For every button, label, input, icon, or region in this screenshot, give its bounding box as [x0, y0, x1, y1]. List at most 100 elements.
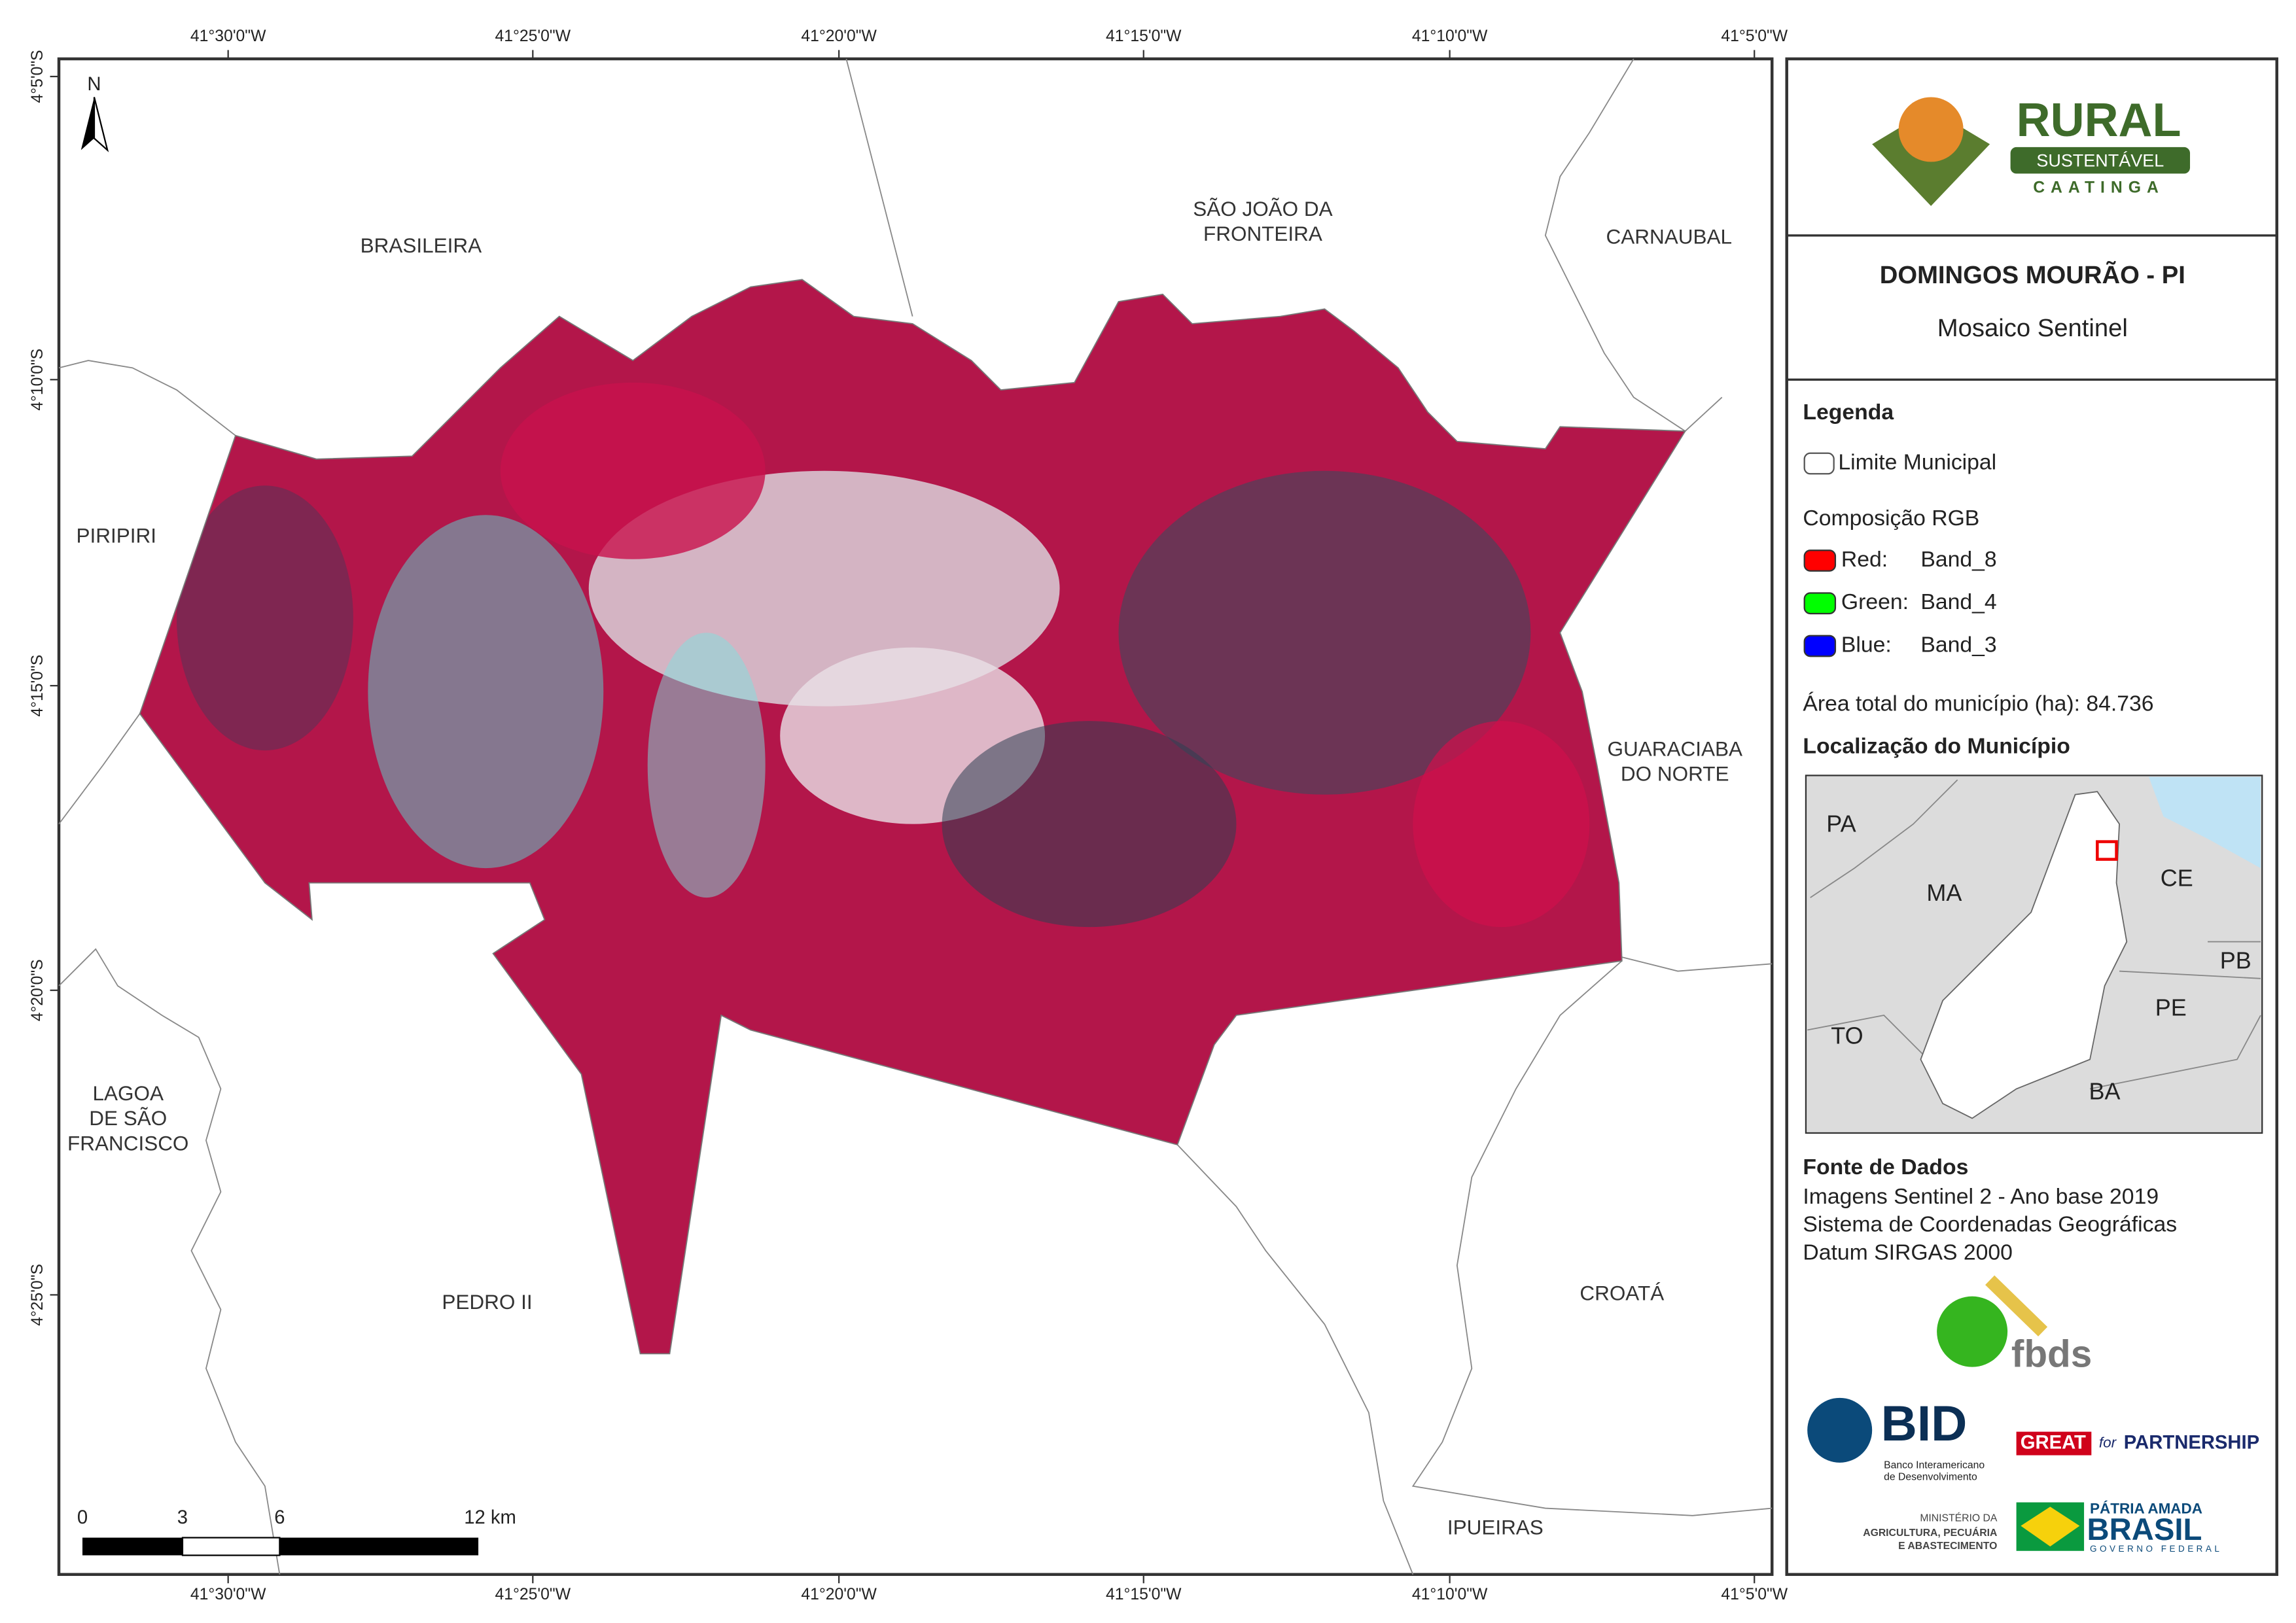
map-heading: DOMINGOS MOURÃO - PI: [1880, 260, 2185, 289]
source-line: Sistema de Coordenadas Geográficas: [1803, 1212, 2177, 1237]
band-swatch: [1803, 550, 1837, 572]
band-legend: Red: Band_8 Green: Band_4 Blue: Band_3: [1803, 547, 1997, 657]
place-label: GUARACIABA: [1608, 737, 1742, 760]
bid-text: BID: [1881, 1396, 1968, 1452]
place-label: PEDRO II: [442, 1290, 532, 1314]
dry-vegetation: [368, 515, 604, 869]
band-name: Band_4: [1920, 589, 1996, 614]
map-subheading: Mosaico Sentinel: [1937, 314, 2128, 342]
x-coord-label: 41°30'0"W: [190, 27, 266, 45]
place-label: DE SÃO: [89, 1106, 167, 1130]
state-label: PE: [2155, 994, 2187, 1021]
band-channel: Red:: [1841, 547, 1888, 572]
great-text: GREAT: [2021, 1432, 2086, 1453]
place-label: IPUEIRAS: [1447, 1515, 1544, 1539]
place-label: CROATÁ: [1580, 1282, 1664, 1305]
ministry: AGRICULTURA, PECUÁRIA: [1863, 1526, 1997, 1539]
state-label: BA: [2089, 1078, 2121, 1105]
x-coord-label: 41°15'0"W: [1106, 1586, 1182, 1603]
y-coord-label: 4°20'0"S: [29, 959, 46, 1021]
brasil-flag: [2021, 1507, 2080, 1547]
logo-title: RURAL: [2017, 94, 2181, 147]
boundary: [845, 58, 913, 317]
area-text: Área total do município (ha): 84.736: [1803, 691, 2153, 716]
place-label: PIRIPIRI: [76, 523, 156, 547]
state-label: CE: [2161, 865, 2193, 892]
ministry: E ABASTECIMENTO: [1898, 1541, 1997, 1552]
logo-sun: [1898, 97, 1964, 162]
logo-subtitle: SUSTENTÁVEL: [2036, 151, 2164, 171]
scale-bar: [82, 1537, 183, 1556]
bid-mark: [1807, 1397, 1873, 1463]
y-coord-label: 4°15'0"S: [29, 655, 46, 717]
x-coord-label: 41°10'0"W: [1412, 1586, 1488, 1603]
logo-banner: [2010, 147, 2191, 174]
state-label: PB: [2220, 947, 2252, 974]
vegetation: [500, 382, 766, 559]
scale-bar: [279, 1537, 479, 1556]
great-box: [2016, 1431, 2092, 1456]
state-label: PA: [1826, 810, 1856, 837]
great-partnership: PARTNERSHIP: [2124, 1432, 2259, 1453]
ministry: MINISTÉRIO DA: [1920, 1511, 1998, 1524]
bid-name: de Desenvolvimento: [1884, 1471, 1977, 1482]
inset-borders: [1807, 779, 2261, 1090]
scale-labels: 0 3 6 12 km: [77, 1507, 516, 1528]
y-coord-label: 4°10'0"S: [29, 349, 46, 411]
legend-subtitle: Composição RGB: [1803, 506, 1979, 531]
x-coord-label: 41°25'0"W: [495, 1586, 571, 1603]
dense-forest: [176, 485, 353, 751]
patria: PÁTRIA AMADA: [2090, 1501, 2202, 1517]
source-line: Imagens Sentinel 2 - Ano base 2019: [1803, 1184, 2159, 1209]
scale-bar: [181, 1537, 281, 1556]
place-label: CARNAUBAL: [1606, 225, 1732, 249]
band-name: Band_3: [1920, 632, 1996, 657]
source-line: Datum SIRGAS 2000: [1803, 1240, 2012, 1265]
scale-label: 0: [77, 1507, 88, 1528]
fbds-mark: [1985, 1275, 2048, 1336]
bid-name: Banco Interamericano: [1884, 1459, 1985, 1471]
logo-tagline: CAATINGA: [2033, 179, 2164, 196]
state-label: TO: [1831, 1022, 1863, 1049]
scale-label: 3: [177, 1507, 188, 1528]
dry-vegetation: [647, 633, 766, 898]
x-coord-label: 41°5'0"W: [1721, 27, 1788, 45]
x-coord-label: 41°20'0"W: [801, 1586, 877, 1603]
brasil: BRASIL: [2087, 1512, 2202, 1547]
coordinate-labels: 41°30'0"W 41°30'0"W 41°25'0"W 41°25'0"W 41°2…: [29, 27, 1788, 1603]
inset-highlight: [2096, 840, 2118, 861]
sources: Imagens Sentinel 2 - Ano base 2019 Sistem…: [1803, 1184, 2177, 1265]
location-title: Localização do Município: [1803, 734, 2070, 759]
x-coord-label: 41°30'0"W: [190, 1586, 266, 1603]
boundary: [58, 713, 141, 825]
boundary: [58, 360, 236, 436]
scale-label: 6: [274, 1507, 285, 1528]
band-channel: Green:: [1841, 589, 1909, 614]
dense-forest: [942, 721, 1237, 928]
place-label: DO NORTE: [1621, 762, 1729, 786]
x-coord-label: 41°25'0"W: [495, 27, 571, 45]
place-label: FRONTEIRA: [1203, 222, 1322, 245]
boundary: [1544, 58, 1723, 432]
boundary: [1411, 960, 1773, 1516]
x-coord-label: 41°20'0"W: [801, 27, 877, 45]
band-swatch: [1803, 635, 1837, 657]
place-label: BRASILEIRA: [361, 234, 482, 257]
vegetation: [1413, 721, 1590, 928]
north-arrow: [80, 97, 94, 150]
inset-states: PA MA CE PB PE TO BA: [1826, 810, 2251, 1104]
boundary: [1619, 956, 1773, 972]
legend-swatch: [1803, 452, 1835, 475]
y-coord-label: 4°25'0"S: [29, 1264, 46, 1326]
north-arrow: [93, 97, 109, 152]
legend-title: Legenda: [1803, 400, 1894, 425]
sources-title: Fonte de Dados: [1803, 1155, 1968, 1179]
boundary: [1176, 1144, 1414, 1575]
band-channel: Blue:: [1841, 632, 1892, 657]
scale-label: 12 km: [464, 1507, 516, 1528]
north-label: N: [87, 74, 101, 95]
legend-item: Limite Municipal: [1838, 449, 1996, 474]
